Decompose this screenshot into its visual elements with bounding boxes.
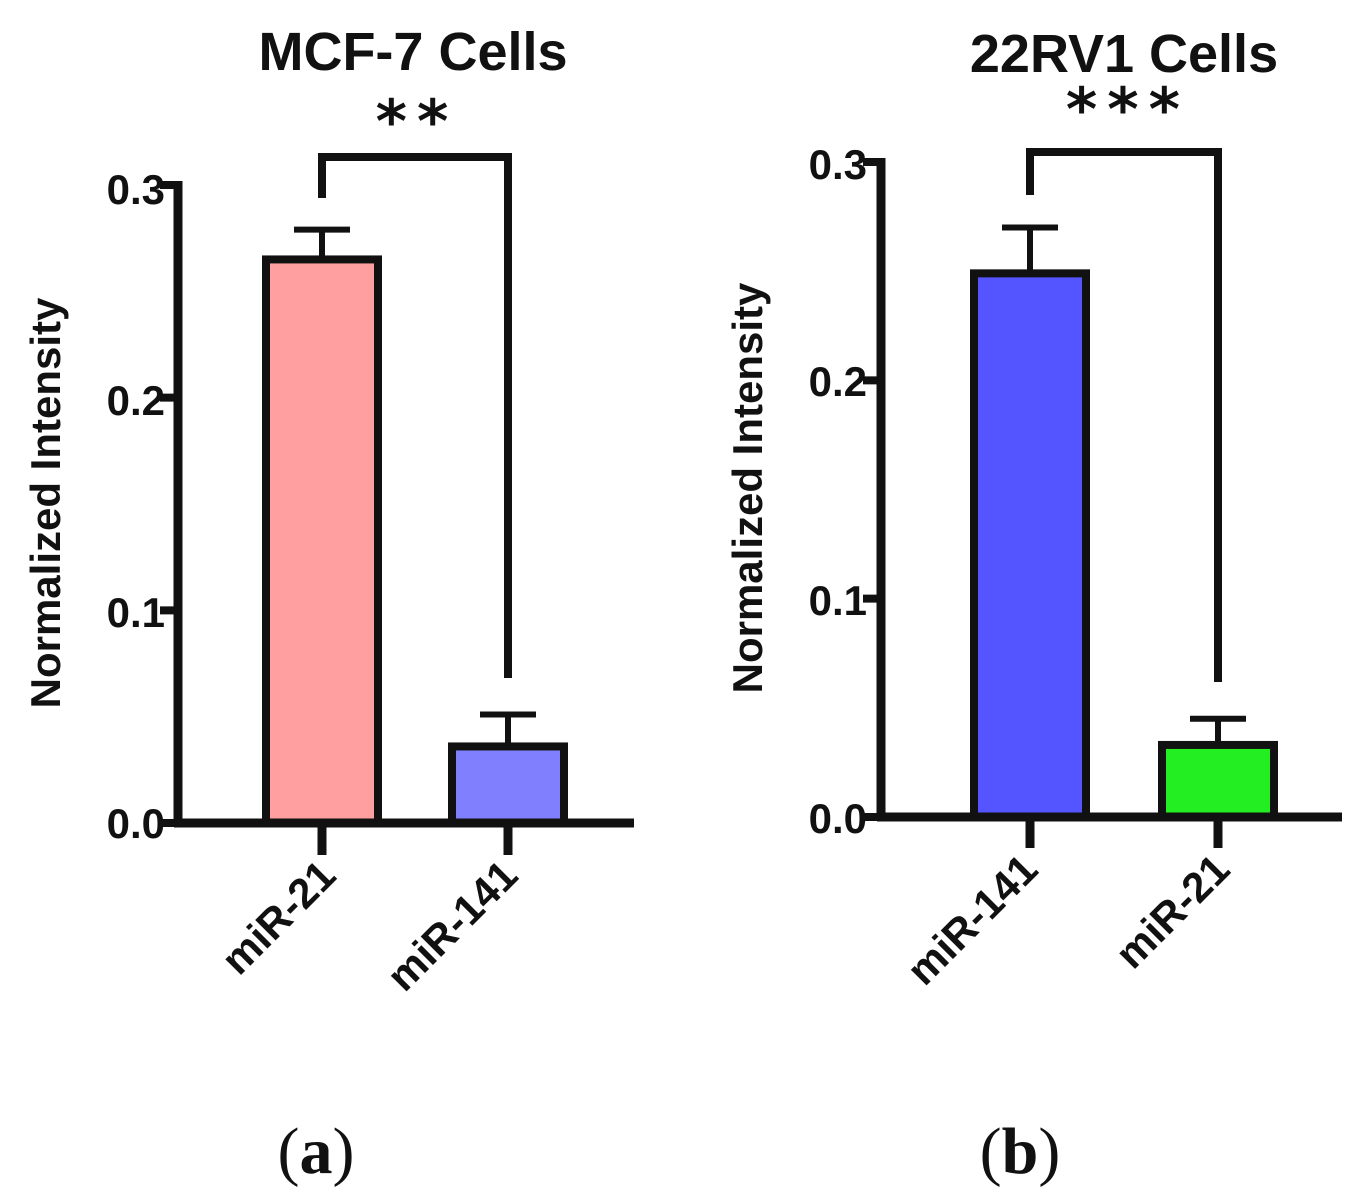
panel-b-significance-bracket xyxy=(1026,148,1222,682)
panel-b-chart: 22RV1 Cells Normalized Intensity 0.0 0.1… xyxy=(724,24,1342,1188)
panel-b-y-tick-label: 0.0 xyxy=(809,795,867,842)
panel-b-bar xyxy=(970,269,1090,822)
panel-b-y-tick-label: 0.2 xyxy=(809,358,867,405)
panel-b-significance-label: *** xyxy=(1066,75,1190,145)
panel-b-label: (b) xyxy=(980,1115,1061,1188)
panel-a-bar xyxy=(448,742,568,827)
panel-b-label-letter: b xyxy=(1002,1115,1039,1188)
panel-b-y-tick-label: 0.3 xyxy=(809,141,867,188)
panel-a-label: (a) xyxy=(278,1115,355,1188)
panel-a-label-letter: a xyxy=(300,1115,333,1188)
panel-a-title: MCF-7 Cells xyxy=(258,22,567,82)
panel-a-y-tick-label: 0.1 xyxy=(107,589,165,636)
panel-b-y-tick-label: 0.1 xyxy=(809,577,867,624)
panel-b-category-label: miR-21 xyxy=(1106,845,1238,977)
panel-a-significance-bracket xyxy=(318,153,512,678)
panel-a-marks xyxy=(160,153,634,855)
panel-b-title: 22RV1 Cells xyxy=(970,24,1278,84)
panel-a-y-tick-label: 0.2 xyxy=(107,377,165,424)
panel-a-y-tick-label: 0.3 xyxy=(107,166,165,213)
panel-b-marks xyxy=(863,148,1342,848)
panel-b-category-labels: miR-141 miR-21 xyxy=(898,845,1239,994)
panel-a-chart: MCF-7 Cells Normalized Intensity 0.0 0.1… xyxy=(22,22,634,1188)
panel-a-y-axis-label: Normalized Intensity xyxy=(22,297,69,708)
panel-a-bar xyxy=(262,255,382,827)
panel-a-category-label: miR-141 xyxy=(378,851,527,1000)
panel-b-category-label: miR-141 xyxy=(898,845,1047,994)
panel-b-y-tick-labels: 0.0 0.1 0.2 0.3 xyxy=(809,141,867,842)
panel-b-y-axis-label: Normalized Intensity xyxy=(724,282,771,693)
panel-a-y-tick-label: 0.0 xyxy=(107,800,165,847)
panel-a-y-tick-labels: 0.0 0.1 0.2 0.3 xyxy=(107,166,165,847)
panel-b-bar xyxy=(1158,740,1278,822)
panel-a-significance-label: ** xyxy=(376,87,459,157)
panel-a-category-label: miR-21 xyxy=(212,851,344,983)
panel-a-category-labels: miR-21 miR-141 xyxy=(212,851,526,1000)
